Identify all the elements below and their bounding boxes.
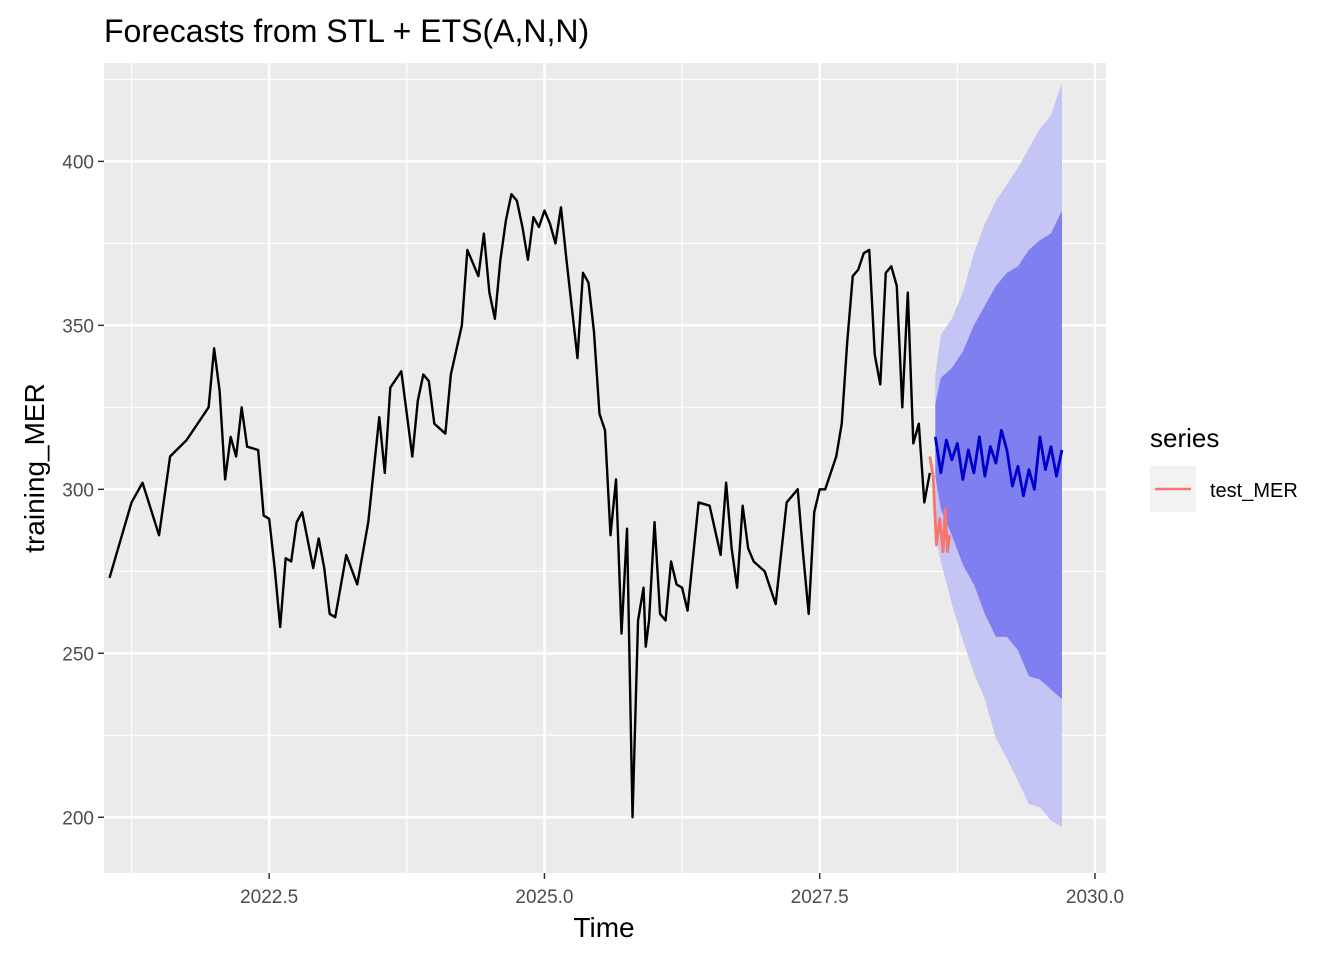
y-tick-label: 200 [62, 808, 94, 829]
y-tick-label: 400 [62, 152, 94, 173]
x-tick-label: 2025.0 [515, 887, 573, 908]
legend-label-test-mer: test_MER [1210, 480, 1298, 502]
x-axis-ticks: 2022.5 2025.0 2027.5 2030.0 [240, 873, 1124, 908]
series-lines [108, 192, 1064, 819]
test-mer-line [928, 456, 952, 554]
x-tick-label: 2027.5 [791, 887, 849, 908]
legend: series test_MER [1150, 423, 1298, 512]
x-tick-label: 2030.0 [1066, 887, 1124, 908]
grid-major [104, 63, 1106, 873]
y-axis-title: training_MER [19, 383, 50, 553]
y-axis-ticks: 200 250 300 350 400 [62, 152, 104, 829]
x-tick-label: 2022.5 [240, 887, 298, 908]
y-tick-label: 300 [62, 480, 94, 501]
training-line [108, 192, 932, 819]
y-tick-label: 250 [62, 644, 94, 665]
y-tick-label: 350 [62, 316, 94, 337]
legend-title: series [1150, 423, 1219, 453]
forecast-line [933, 428, 1064, 498]
x-axis-title: Time [573, 912, 634, 943]
chart-title: Forecasts from STL + ETS(A,N,N) [104, 13, 589, 49]
